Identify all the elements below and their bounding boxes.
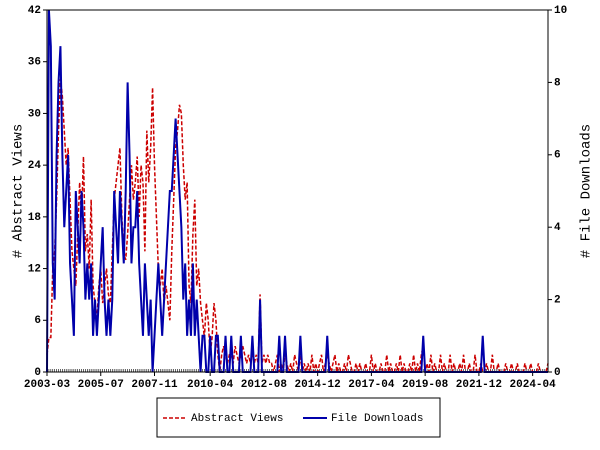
y2-tick-label: 0 — [554, 367, 561, 379]
legend-label: Abstract Views — [191, 413, 283, 425]
x-tick-label: 2017-04 — [348, 379, 395, 391]
y2-tick-label: 4 — [554, 222, 561, 234]
legend-label: File Downloads — [331, 413, 423, 425]
y-tick-label: 36 — [28, 57, 41, 69]
y-axis-title: # Abstract Views — [11, 124, 27, 258]
x-tick-label: 2014-12 — [295, 379, 341, 391]
x-tick-label: 2005-07 — [78, 379, 124, 391]
legend — [156, 397, 441, 438]
y-tick-label: 18 — [28, 212, 42, 224]
y2-tick-label: 2 — [554, 295, 561, 307]
y-tick-label: 30 — [28, 108, 41, 120]
x-tick-label: 2021-12 — [456, 379, 502, 391]
y-tick-label: 24 — [28, 160, 42, 172]
x-tick-label: 2007-11 — [131, 379, 178, 391]
y2-axis-title: # File Downloads — [579, 124, 595, 258]
y-tick-label: 42 — [28, 5, 41, 17]
y2-tick-label: 8 — [554, 77, 561, 89]
y-tick-label: 0 — [34, 367, 41, 379]
y2-tick-label: 10 — [554, 5, 567, 17]
y-tick-label: 6 — [34, 315, 41, 327]
y2-tick-label: 6 — [554, 150, 561, 162]
x-tick-label: 2024-04 — [510, 379, 557, 391]
x-tick-label: 2003-03 — [24, 379, 71, 391]
y-tick-label: 12 — [28, 263, 41, 275]
plot-frame — [46, 9, 549, 373]
x-tick-label: 2012-08 — [241, 379, 288, 391]
x-tick-label: 2010-04 — [187, 379, 234, 391]
x-tick-label: 2019-08 — [402, 379, 449, 391]
